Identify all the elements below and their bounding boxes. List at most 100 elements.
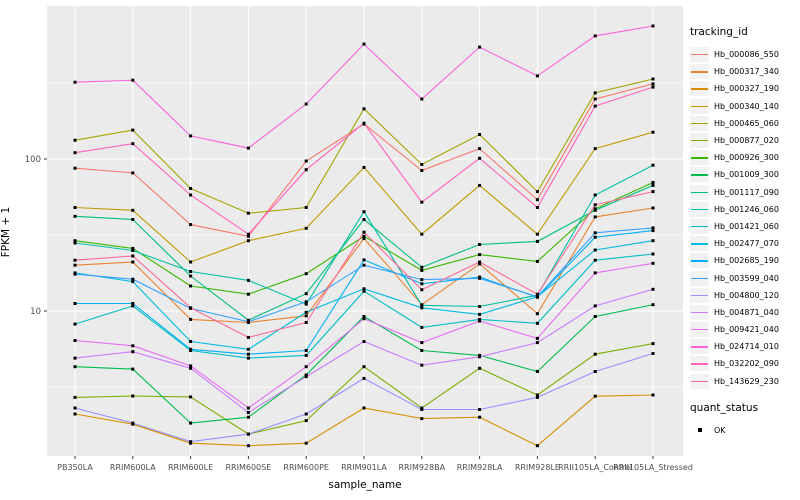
data-point bbox=[535, 74, 539, 78]
data-point bbox=[651, 226, 655, 230]
data-point bbox=[420, 265, 424, 269]
data-point bbox=[651, 77, 655, 81]
data-point bbox=[593, 235, 597, 239]
legend: tracking_id Hb_000086_550 Hb_000317_340 Hb… bbox=[690, 26, 800, 439]
data-point bbox=[189, 340, 193, 343]
x-tick-label: RRII105LA_Control bbox=[558, 463, 632, 472]
data-point bbox=[246, 278, 250, 282]
data-point bbox=[651, 183, 655, 187]
legend-label: Hb_004800_120 bbox=[714, 290, 779, 300]
legend-key bbox=[690, 218, 709, 234]
data-point bbox=[593, 208, 597, 212]
legend-item: Hb_000340_140 bbox=[690, 98, 800, 115]
x-tick-label: RRIM600PE bbox=[283, 463, 329, 472]
data-point bbox=[246, 292, 250, 296]
data-point bbox=[593, 248, 597, 252]
data-point bbox=[535, 393, 539, 397]
legend-key-line-icon bbox=[691, 277, 708, 279]
legend-item: Hb_000086_550 bbox=[690, 46, 800, 63]
data-point bbox=[651, 252, 655, 256]
data-point bbox=[362, 317, 366, 321]
data-point bbox=[131, 304, 135, 308]
data-point bbox=[246, 320, 250, 324]
x-tick-label: RRIM928LA bbox=[457, 463, 503, 472]
data-point bbox=[73, 302, 77, 305]
data-point bbox=[189, 421, 193, 425]
data-point bbox=[131, 350, 135, 354]
data-point bbox=[651, 190, 655, 194]
data-point bbox=[246, 232, 250, 236]
data-point bbox=[362, 165, 366, 169]
legend-item: Hb_001009_300 bbox=[690, 166, 800, 183]
data-point bbox=[362, 376, 366, 380]
data-point bbox=[362, 234, 366, 238]
legend-item: Hb_000317_340 bbox=[690, 63, 800, 80]
data-point bbox=[304, 206, 308, 209]
legend-key bbox=[690, 270, 709, 286]
data-point bbox=[362, 42, 366, 46]
legend-key-line-icon bbox=[691, 105, 708, 108]
data-point bbox=[304, 272, 308, 276]
data-point bbox=[131, 208, 135, 212]
quant-status-label: OK bbox=[714, 425, 726, 435]
legend-key-line-icon bbox=[691, 208, 708, 211]
data-point bbox=[189, 347, 193, 351]
data-point bbox=[304, 365, 308, 369]
data-point bbox=[131, 142, 135, 146]
legend-item: Hb_001246_060 bbox=[690, 201, 800, 218]
data-point bbox=[420, 417, 424, 421]
data-point bbox=[73, 263, 77, 267]
legend-label: Hb_000327_190 bbox=[714, 84, 779, 94]
data-point bbox=[131, 344, 135, 348]
legend-label: Hb_000317_340 bbox=[714, 67, 779, 77]
data-point bbox=[651, 163, 655, 167]
data-point bbox=[189, 366, 193, 370]
data-point bbox=[73, 412, 77, 416]
legend-key-line-icon bbox=[691, 88, 708, 90]
y-tick-label: 10 bbox=[30, 307, 41, 317]
data-point bbox=[420, 169, 424, 172]
data-point bbox=[246, 432, 250, 436]
data-point bbox=[535, 190, 539, 194]
legend-label: Hb_002477_070 bbox=[714, 239, 779, 249]
legend-key bbox=[690, 201, 709, 217]
data-point bbox=[189, 187, 193, 190]
data-point bbox=[420, 268, 424, 272]
data-point bbox=[651, 287, 655, 291]
legend-key bbox=[690, 356, 709, 372]
data-point bbox=[593, 271, 597, 275]
data-point bbox=[651, 342, 655, 346]
data-point bbox=[593, 91, 597, 95]
data-point bbox=[420, 325, 424, 329]
data-point bbox=[362, 406, 366, 410]
legend-item: Hb_004800_120 bbox=[690, 287, 800, 304]
data-point bbox=[593, 258, 597, 262]
y-axis-title: FPKM + 1 bbox=[0, 206, 12, 258]
data-point bbox=[73, 258, 77, 262]
legend-title-tracking-id: tracking_id bbox=[690, 26, 748, 38]
legend-key bbox=[690, 253, 709, 269]
legend-key-line-icon bbox=[691, 225, 708, 228]
data-point bbox=[420, 306, 424, 310]
legend-key-line-icon bbox=[691, 157, 708, 159]
data-point bbox=[304, 349, 308, 352]
data-point bbox=[535, 312, 539, 316]
data-point bbox=[478, 366, 482, 370]
legend-item: Hb_143629_230 bbox=[690, 373, 800, 390]
data-point bbox=[535, 336, 539, 340]
legend-item: Hb_001421_060 bbox=[690, 218, 800, 235]
data-point bbox=[478, 276, 482, 280]
data-point bbox=[478, 355, 482, 359]
data-point bbox=[73, 241, 77, 245]
data-point bbox=[131, 302, 135, 305]
data-point bbox=[189, 260, 193, 264]
legend-key bbox=[690, 184, 709, 200]
data-point bbox=[131, 171, 135, 175]
data-point bbox=[189, 223, 193, 227]
data-point bbox=[362, 230, 366, 234]
legend-label: Hb_000877_020 bbox=[714, 136, 779, 146]
data-point bbox=[73, 395, 77, 399]
legend-label: Hb_003599_040 bbox=[714, 273, 779, 283]
legend-item: Hb_000877_020 bbox=[690, 132, 800, 149]
data-point bbox=[593, 34, 597, 38]
